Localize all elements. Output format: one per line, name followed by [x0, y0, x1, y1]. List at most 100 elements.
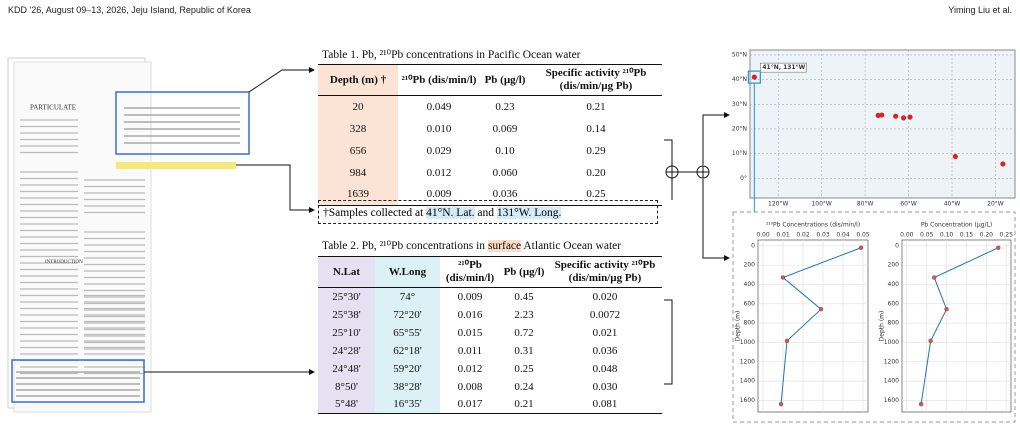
y-tick-label: 600	[744, 300, 756, 307]
y-tick-label: 1600	[884, 397, 899, 404]
sample-point	[952, 153, 958, 160]
x-tick-label: 0.15	[960, 232, 974, 239]
x-tick-label: 0.00	[756, 232, 770, 239]
column-header: ²¹⁰Pb (dis/min/l)	[440, 256, 500, 288]
table-row: 656 0.029 0.10 0.29	[318, 139, 662, 162]
y-tick-label: 1200	[740, 358, 755, 365]
column-header: Pb (µg/l)	[500, 256, 548, 288]
table-cell: 0.21	[586, 100, 606, 113]
table-row: 5°48' 16°35' 0.017 0.21 0.081	[318, 395, 662, 414]
y-tick-label: 50°N	[732, 51, 747, 58]
table-cell: 0.049	[426, 100, 452, 113]
y-tick-label: 400	[888, 281, 900, 288]
table-cell: 0.012	[457, 362, 483, 375]
table-cell: 0.036	[492, 188, 518, 201]
column-header: W.Long	[375, 256, 440, 288]
x-tick-label: 0.00	[900, 232, 914, 239]
table-cell: 2.23	[514, 308, 534, 321]
header-row: N.Lat W.Long ²¹⁰Pb (dis/min/l) Pb (µg/l) Spe…	[318, 256, 662, 288]
bracket	[664, 139, 673, 200]
x-tick-label: 0.20	[980, 232, 994, 239]
y-tick-label: 200	[888, 262, 900, 269]
bracket	[664, 299, 673, 385]
table-cell: 74°	[375, 287, 440, 306]
x-tick-label: 0.03	[816, 232, 830, 239]
header-row: Depth (m) † ²¹⁰Pb (dis/min/l) Pb (µg/l) Spe…	[318, 64, 662, 96]
table-cell: 328	[318, 117, 398, 140]
paper-title: PARTICULATE	[30, 104, 76, 112]
table-cell: 65°55'	[375, 323, 440, 342]
table-1: Depth (m) † ²¹⁰Pb (dis/min/l) Pb (µg/l) Spe…	[318, 64, 662, 206]
table-cell: 0.009	[426, 188, 452, 201]
table-title: Table 1. Pb, ²¹⁰Pb concentrations in Pac…	[322, 49, 581, 61]
arrow	[702, 112, 730, 165]
x-tick-label: 0.10	[940, 232, 954, 239]
table-cell: 0.011	[457, 344, 483, 357]
table-cell: 5°48'	[318, 395, 375, 414]
y-tick-label: 1400	[884, 378, 899, 385]
table-title: Table 2. Pb, ²¹⁰Pb concentrations in sur…	[322, 238, 621, 252]
junction	[666, 166, 678, 178]
table-cell: 0.069	[492, 122, 518, 135]
sample-point	[893, 113, 899, 119]
column-header: ²¹⁰Pb (dis/min/l)	[398, 64, 480, 96]
table-cell: 62°18'	[375, 341, 440, 360]
table-cell: 0.29	[586, 144, 606, 157]
table-cell: 25°30'	[318, 287, 375, 306]
table-cell: 16°35'	[375, 395, 440, 414]
annotation-box	[760, 62, 807, 73]
table-cell: 0.008	[457, 380, 483, 393]
y-tick-label: 20°N	[732, 125, 747, 132]
table-cell: 0.029	[426, 144, 452, 157]
mini-table-2	[11, 359, 145, 403]
table-cell: 0.24	[514, 380, 534, 393]
table-cell: 25°10'	[318, 323, 375, 342]
profile-point	[928, 338, 933, 344]
y-tick-label: 1200	[884, 358, 899, 365]
profile-point	[784, 338, 790, 344]
x-tick-label: 0.04	[836, 232, 850, 239]
mini-table-1	[115, 91, 250, 155]
footnote-part: 131°W. Long.	[496, 207, 562, 219]
y-tick-label: 1400	[740, 378, 755, 385]
table-cell: 0.0072	[589, 308, 621, 321]
table-cell: 0.25	[586, 188, 606, 201]
plot-area	[757, 239, 869, 413]
paper-text	[16, 107, 240, 397]
table-cell: 24°48'	[318, 359, 375, 378]
header-left: KDD '26, August 09–13, 2026, Jeju Island…	[8, 5, 251, 15]
table-row: 20 0.049 0.23 0.21	[318, 95, 662, 118]
column-header: Specific activity ²¹⁰Pb (dis/min/µg Pb)	[530, 64, 662, 96]
table-row: 24°28' 62°18' 0.011 0.31 0.036	[318, 341, 662, 360]
y-tick-label: 0°	[740, 175, 747, 182]
table-cell: 0.021	[592, 326, 618, 339]
table-row: 984 0.012 0.060 0.20	[318, 161, 662, 184]
table-cell: 25°38'	[318, 305, 375, 324]
y-tick-label: 40°N	[732, 76, 747, 83]
footnote-highlight	[116, 162, 236, 169]
y-tick-label: 600	[888, 300, 900, 307]
profile-point	[944, 306, 949, 312]
y-tick-label: 0	[751, 242, 755, 249]
footnote: †Samples collected at 41°N. Lat. and 131…	[318, 200, 658, 224]
sample-point	[879, 112, 885, 118]
y-tick-label: 0	[895, 242, 899, 249]
x-tick-label: 20°W	[987, 201, 1004, 208]
table-row: 25°38' 72°20' 0.016 2.23 0.0072	[318, 305, 662, 324]
title-part: surface	[487, 240, 522, 252]
y-axis-label: Depth (m)	[879, 311, 886, 342]
annotation: 41°N, 131°W	[762, 64, 805, 71]
profile-point	[780, 275, 786, 280]
sample-point	[907, 114, 913, 120]
table-cell: 0.016	[457, 308, 483, 321]
y-tick-label: 1600	[740, 397, 755, 404]
table-cell: 0.31	[514, 344, 534, 357]
table-cell: 72°20'	[375, 305, 440, 324]
table-row: 24°48' 59°20' 0.012 0.25 0.048	[318, 359, 662, 378]
table-cell: 0.45	[514, 290, 534, 303]
y-tick-label: 1000	[740, 339, 755, 346]
table-cell: 20	[318, 95, 398, 118]
title-part: Atlantic Ocean water	[521, 240, 622, 252]
table-cell: 0.060	[492, 166, 518, 179]
table-cell: 0.020	[592, 290, 618, 303]
